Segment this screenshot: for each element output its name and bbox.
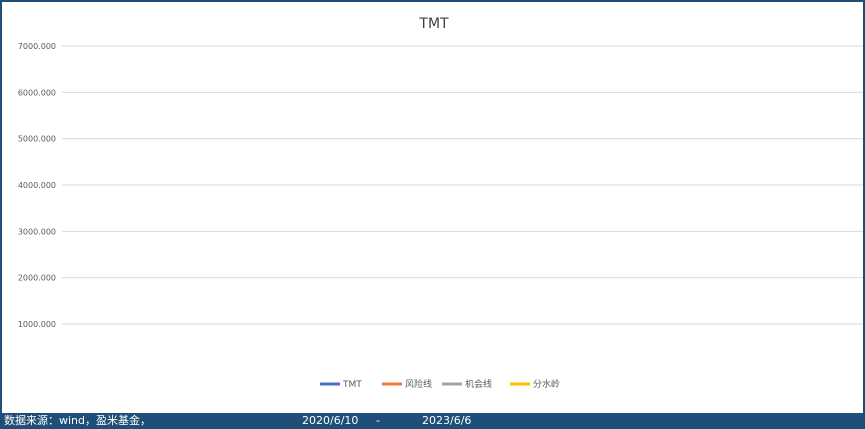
legend-label: 分水岭 xyxy=(533,378,560,390)
y-tick-label: 3000.000 xyxy=(18,227,56,236)
y-tick-label: 2000.000 xyxy=(18,274,56,283)
chart-title: TMT xyxy=(418,16,449,32)
source-label: 数据来源：wind，盈米基金， xyxy=(4,414,152,427)
tmt-line-chart: TMT 1000.000 2000.000 3000.000 4000.000 5000… xyxy=(18,16,863,390)
y-tick-label: 4000.000 xyxy=(18,181,56,190)
legend-label: 机会线 xyxy=(465,378,492,390)
y-tick-label: 5000.000 xyxy=(18,135,56,144)
chart-panel: TMT 1000.000 2000.000 3000.000 4000.000 5000… xyxy=(2,2,863,413)
date-start: 2020/6/10 xyxy=(302,414,359,427)
legend: TMT 风险线 机会线 分水岭 xyxy=(320,378,560,390)
footer-bar: 数据来源：wind，盈米基金， 2020/6/10 - 2023/6/6 xyxy=(0,413,865,429)
y-tick-label: 7000.000 xyxy=(18,42,56,51)
grid-lines xyxy=(62,45,863,325)
date-end: 2023/6/6 xyxy=(422,414,472,427)
date-separator: - xyxy=(376,414,380,427)
y-tick-label: 1000.000 xyxy=(18,320,56,329)
legend-label: TMT xyxy=(342,380,362,390)
y-axis-ticks: 1000.000 2000.000 3000.000 4000.000 5000.000… xyxy=(18,42,56,329)
y-tick-label: 6000.000 xyxy=(18,88,56,97)
legend-label: 风险线 xyxy=(405,378,432,390)
